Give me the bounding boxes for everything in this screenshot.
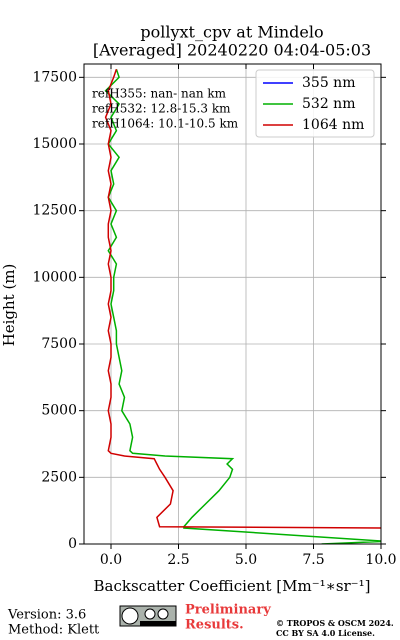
profile-line <box>104 69 381 544</box>
legend-label: 1064 nm <box>302 117 364 133</box>
x-axis-label: Backscatter Coefficient [Mm⁻¹∗sr⁻¹] <box>94 577 371 595</box>
plot-frame <box>83 63 382 545</box>
y-tick-label: 12500 <box>32 203 77 219</box>
legend-label: 355 nm <box>302 75 355 91</box>
profile-line <box>104 69 381 530</box>
annotation: refH1064: 10.1-10.5 km <box>92 117 239 131</box>
plot-lines <box>104 69 381 544</box>
x-tick-label: 0.0 <box>100 552 122 568</box>
x-tick-label: 7.5 <box>302 552 324 568</box>
cc-badge <box>119 605 177 627</box>
legend-label: 532 nm <box>302 96 355 112</box>
y-tick-label: 15000 <box>32 136 77 152</box>
notice: Results. <box>185 618 244 633</box>
legend-box <box>255 69 375 138</box>
copyright: CC BY SA 4.0 License. <box>276 628 375 638</box>
notice: Preliminary <box>185 603 271 618</box>
copyright: © TROPOS & OSCM 2024. <box>276 618 394 628</box>
x-tick-label: 5.0 <box>235 552 257 568</box>
y-tick-label: 2500 <box>41 469 77 485</box>
y-axis-label: Height (m) <box>0 264 18 347</box>
method: Method: Klett <box>8 623 100 638</box>
y-tick-label: 10000 <box>32 269 77 285</box>
annotation: refH355: nan- nan km <box>92 87 227 101</box>
annotation: refH532: 12.8-15.3 km <box>92 102 231 116</box>
chart-title: [Averaged] 20240220 04:04-05:03 <box>93 41 371 60</box>
version: Version: 3.6 <box>7 608 86 623</box>
y-tick-label: 17500 <box>32 69 77 85</box>
chart-title: pollyxt_cpv at Mindelo <box>140 23 323 42</box>
y-tick-label: 7500 <box>41 336 77 352</box>
x-tick-label: 10.0 <box>365 552 396 568</box>
x-tick-label: 2.5 <box>167 552 189 568</box>
y-tick-label: 5000 <box>41 403 77 419</box>
y-tick-label: 0 <box>68 536 77 552</box>
